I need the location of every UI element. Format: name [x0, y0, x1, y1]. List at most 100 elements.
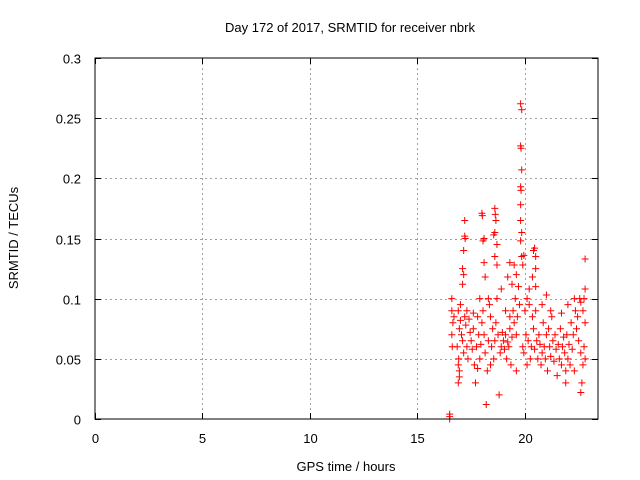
data-point	[579, 307, 587, 315]
data-point	[481, 273, 489, 281]
data-point	[575, 337, 583, 345]
data-point	[490, 231, 498, 239]
data-point	[465, 315, 473, 323]
x-tick-label: 10	[303, 431, 317, 446]
data-point	[517, 186, 525, 194]
y-tick-label: 0	[74, 413, 81, 428]
data-point	[569, 331, 577, 339]
data-point	[532, 265, 540, 273]
data-point	[545, 325, 553, 333]
y-tick-label: 0.1	[63, 293, 81, 308]
data-point	[458, 331, 466, 339]
data-point	[557, 361, 565, 369]
data-point	[581, 285, 589, 293]
data-point	[570, 367, 578, 375]
data-point	[518, 106, 526, 114]
data-point	[520, 251, 528, 259]
y-axis-label: SRMTID / TECUs	[6, 186, 21, 289]
data-point	[552, 345, 560, 353]
data-point	[532, 283, 540, 291]
data-point	[463, 307, 471, 315]
data-point	[459, 265, 467, 273]
data-point	[574, 313, 582, 321]
data-point	[500, 345, 508, 353]
x-tick-label: 15	[410, 431, 424, 446]
data-point	[504, 273, 512, 281]
data-point	[461, 235, 469, 242]
data-point	[517, 201, 525, 209]
data-point	[463, 343, 471, 351]
data-point	[514, 283, 522, 291]
data-point	[518, 166, 526, 174]
data-point	[449, 319, 457, 327]
data-point	[519, 261, 527, 269]
data-point	[499, 337, 507, 345]
y-tick-label: 0.05	[56, 353, 81, 368]
data-point	[481, 349, 489, 357]
data-point	[539, 319, 547, 327]
data-point	[493, 295, 501, 303]
data-point	[485, 301, 493, 309]
data-point	[460, 271, 468, 279]
data-point	[528, 273, 536, 281]
data-point	[561, 349, 569, 357]
data-point	[454, 307, 462, 315]
data-point	[479, 307, 487, 315]
data-point	[492, 216, 500, 224]
data-point	[526, 355, 534, 363]
data-point	[473, 343, 481, 351]
data-point	[578, 379, 586, 387]
data-point	[507, 361, 515, 369]
data-point	[549, 337, 557, 345]
data-point	[467, 337, 475, 345]
data-point	[580, 343, 588, 351]
data-point	[528, 313, 536, 321]
data-point	[519, 343, 527, 351]
data-point	[491, 337, 499, 345]
data-point	[546, 343, 554, 351]
chart-title: Day 172 of 2017, SRMTID for receiver nbr…	[225, 20, 475, 35]
data-point	[455, 355, 463, 363]
data-point	[511, 295, 519, 303]
data-point	[532, 307, 540, 315]
data-point	[541, 355, 549, 363]
data-point	[538, 349, 546, 357]
data-point	[510, 261, 518, 269]
data-point	[517, 237, 525, 245]
data-point	[531, 345, 539, 353]
data-point	[488, 343, 496, 351]
x-tick-label: 0	[92, 431, 99, 446]
data-point	[493, 241, 501, 249]
data-point	[484, 295, 492, 303]
data-point	[492, 319, 500, 327]
data-point	[502, 307, 510, 315]
data-point	[542, 291, 550, 299]
data-point	[470, 361, 478, 369]
data-point	[474, 364, 482, 372]
data-point	[550, 357, 558, 365]
data-points	[446, 100, 589, 423]
data-point	[478, 319, 486, 327]
data-point	[496, 349, 504, 357]
data-point	[493, 261, 501, 269]
data-point	[523, 295, 531, 303]
data-point	[497, 285, 505, 293]
data-point	[553, 372, 561, 380]
data-point	[577, 389, 585, 397]
data-point	[464, 355, 472, 363]
data-point	[460, 247, 468, 255]
data-point	[537, 361, 545, 369]
data-point	[474, 313, 482, 321]
data-point	[491, 210, 499, 218]
x-axis-label: GPS time / hours	[297, 459, 396, 474]
data-point	[455, 367, 463, 375]
data-point	[453, 343, 461, 351]
data-point	[543, 367, 551, 375]
data-point	[562, 367, 570, 375]
data-point	[571, 307, 579, 315]
data-point	[489, 325, 497, 333]
data-point	[476, 355, 484, 363]
grid	[95, 58, 598, 419]
x-tick-label: 20	[518, 431, 532, 446]
